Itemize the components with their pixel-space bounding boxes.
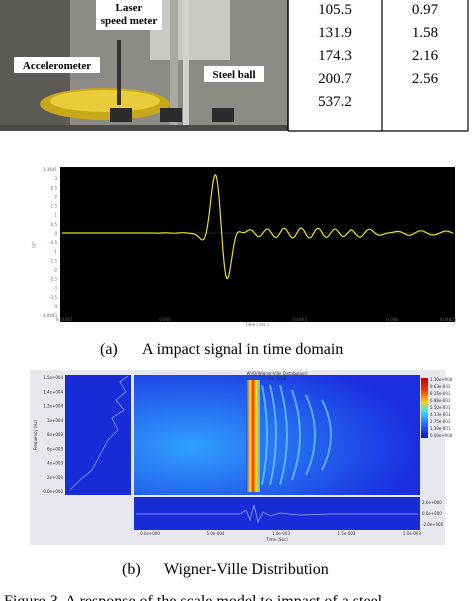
y-tick-label: -2 <box>53 267 57 272</box>
y-tick-label: 0.5 <box>51 222 58 227</box>
photo-label: Steel ball <box>212 69 255 81</box>
caption: A impact signal in time domain <box>142 341 343 358</box>
y-tick-label: 2.5 <box>51 185 58 190</box>
y-tick-label: -4.0693 <box>42 313 58 318</box>
y-tick-label: -3.5 <box>49 295 57 300</box>
y-tick-label: 3.3641 <box>43 167 57 172</box>
signal-tick-label: 2.0e+000 <box>422 500 442 505</box>
table-cell: 174.3 <box>318 48 352 64</box>
y-tick-label: 1.4e+004 <box>43 389 63 394</box>
x-tick-label: 2.0e-003 <box>403 531 421 536</box>
y-tick-label: 4e+003 <box>47 461 63 466</box>
caption-label: (b) <box>122 561 141 578</box>
caption-label: (a) <box>100 341 118 358</box>
table-cell: 537.2 <box>318 94 352 110</box>
colorbar-tick-label: 1.10e+000 <box>430 377 453 382</box>
colorbar-tick-label: 2.75e-001 <box>430 419 451 424</box>
signal-tick-label: -2.0e+000 <box>422 522 444 527</box>
x-tick-label: 0.048 <box>386 317 398 322</box>
x-tick-label: 1.5e-003 <box>338 531 356 536</box>
y-tick-label: 2 <box>54 194 57 199</box>
y-tick-label: -2.5 <box>49 277 57 282</box>
label-box <box>96 0 162 30</box>
table-cell: 131.9 <box>318 25 352 41</box>
x-axis-label: Time ( sec ) <box>244 322 269 327</box>
colorbar-tick-label: 1.38e-001 <box>430 426 451 431</box>
photo-label: Laser <box>116 2 143 14</box>
label-box <box>204 66 264 82</box>
y-tick-label: 1e+004 <box>47 418 63 423</box>
x-axis-label: Time (Sec) <box>265 537 288 542</box>
colorbar-tick-label: 5.50e-001 <box>430 405 451 410</box>
wvd-plot: WVD(Wigner-Ville Distribution) Ch - Y/DB… <box>30 370 453 545</box>
photo: Laser speed meter Accelerometer Steel ba… <box>0 0 289 131</box>
figure-caption: Figure 3. A response of the scale model … <box>4 593 383 601</box>
y-tick-label: -1.5 <box>49 258 57 263</box>
x-tick-label: 0.046 <box>159 317 171 322</box>
x-tick-label: 0.0e+000 <box>140 531 160 536</box>
table-cell: 2.16 <box>412 48 439 64</box>
y-tick-label: -3 <box>53 286 57 291</box>
photo-label: Accelerometer <box>23 60 91 72</box>
y-tick-label: -1 <box>53 249 57 254</box>
colorbar-tick-label: 9.63e-001 <box>430 384 451 389</box>
y-tick-label: -4 <box>53 304 57 309</box>
y-tick-label: 1.5e+004 <box>43 375 63 380</box>
signal-line <box>62 174 454 280</box>
y-tick-label: 0.0e+000 <box>43 489 63 494</box>
x-tick-label: 5.0e-004 <box>207 531 225 536</box>
colorbar-tick-label: 4.13e-001 <box>430 412 451 417</box>
label-box <box>14 57 100 73</box>
photo-label: speed meter <box>101 15 158 27</box>
table-cell: 1.58 <box>412 25 438 41</box>
x-tick-label: 0.04825 <box>440 317 457 322</box>
y-tick-label: 8e+003 <box>47 432 63 437</box>
signal-tick-label: 0.0e+000 <box>422 511 442 516</box>
plot-subtitle: Ch - Y/DB <box>268 376 287 381</box>
caption: Wigner-Ville Distribution <box>164 561 329 578</box>
y-tick-label: -0.5 <box>49 240 57 245</box>
colorbar-tick-label: 8.25e-001 <box>430 391 451 396</box>
y-tick-label: 6e+003 <box>47 446 63 451</box>
y-axis-label: Frequency (Hz) <box>33 419 38 450</box>
colorbar-tick-label: 6.88e-001 <box>430 398 451 403</box>
table-cell: 200.7 <box>318 71 352 87</box>
colorbar-tick-label: 0.00e+000 <box>430 433 453 438</box>
table-cell: 0.97 <box>412 2 439 18</box>
x-tick-label: 0.0465 <box>293 317 307 322</box>
y-axis-label: (g) <box>31 242 36 248</box>
y-tick-label: 2e+003 <box>47 475 63 480</box>
y-tick-label: 1.2e+004 <box>43 404 63 409</box>
y-tick-label: 1 <box>54 213 57 218</box>
y-tick-label: 0 <box>54 231 57 236</box>
impact-signal-plot: Time ( sec ) (g) 3.3641 3 2.5 2 1.5 1 0.5 0 -0.5… <box>31 167 457 327</box>
table-cell: 105.5 <box>318 2 352 18</box>
x-tick-label: 1.0e-003 <box>272 531 290 536</box>
table: 105.5 131.9 174.3 200.7 537.2 0.97 1.58 2.16 2.5… <box>288 0 469 132</box>
y-tick-label: 1.5 <box>51 204 58 209</box>
table-cell: 2.56 <box>412 71 439 87</box>
y-tick-label: 3 <box>54 176 57 181</box>
plot-title: WVD(Wigner-Ville Distribution) <box>246 371 307 376</box>
x-tick-label: 0.04487 <box>56 317 73 322</box>
